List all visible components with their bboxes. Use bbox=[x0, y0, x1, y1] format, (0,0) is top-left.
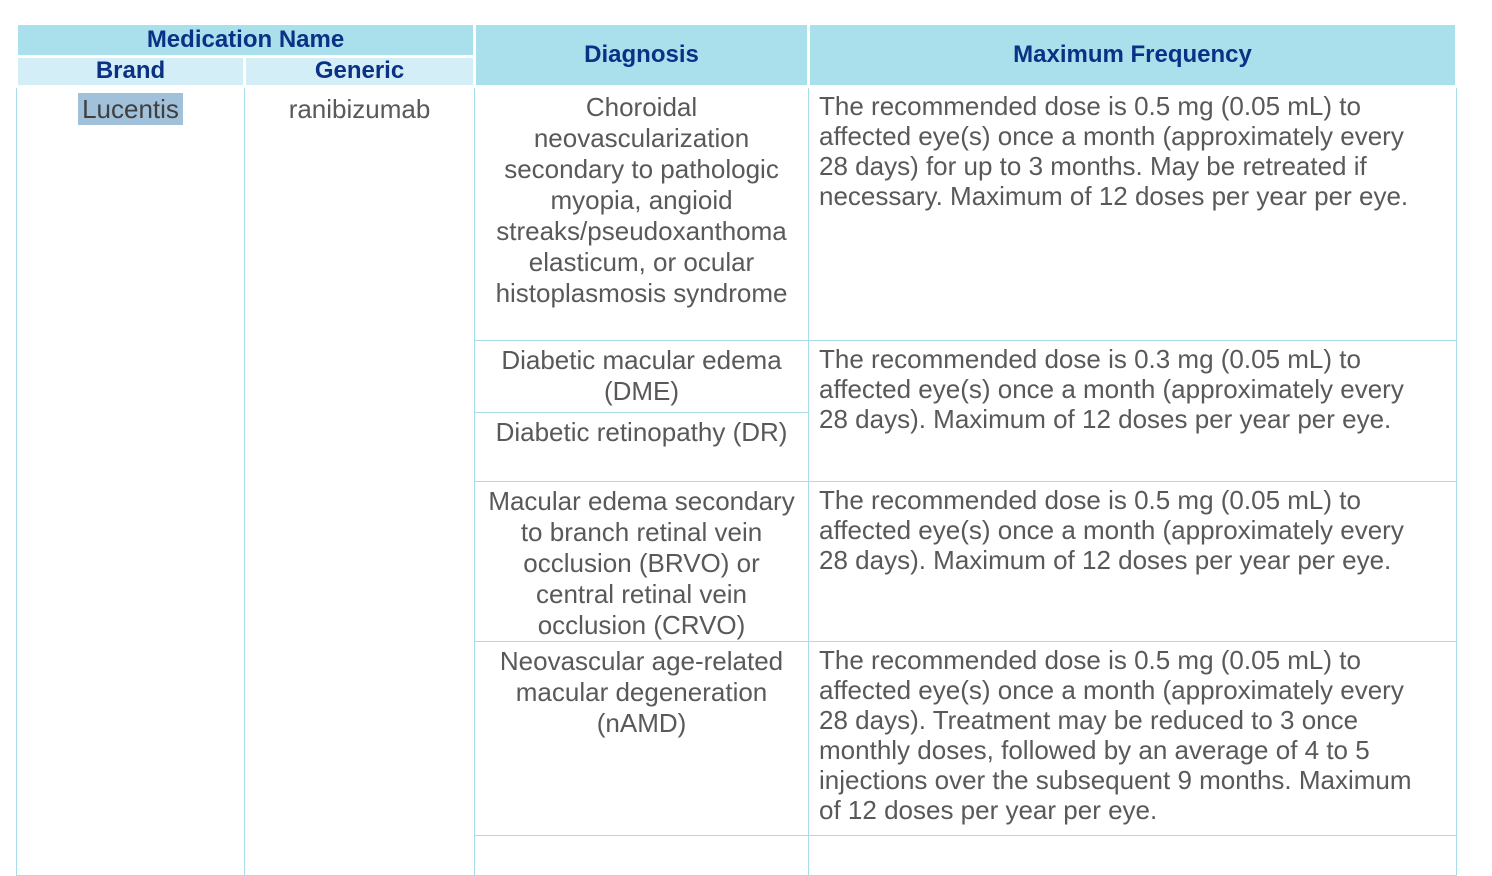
document-page: Medication Name Diagnosis Maximum Freque… bbox=[14, 22, 1459, 876]
table-row: Neovascular age-related macular degenera… bbox=[17, 641, 1458, 836]
brand-highlight[interactable]: Lucentis bbox=[78, 93, 183, 125]
diagnosis-cell: Choroidal neovascularization secondary t… bbox=[474, 86, 810, 341]
generic-cell: ranibizumab bbox=[243, 86, 476, 876]
frequency-cell: The recommended dose is 0.5 mg (0.05 mL)… bbox=[808, 641, 1458, 836]
diagnosis-cell: Macular edema secondary to branch retina… bbox=[474, 481, 810, 642]
header-medication-name: Medication Name bbox=[14, 22, 477, 58]
brand-cell: Lucentis bbox=[16, 86, 245, 876]
table-row: Diabetic macular edema (DME) The recomme… bbox=[17, 340, 1458, 482]
header-brand: Brand bbox=[15, 55, 246, 88]
table-row: Diabetic retinopathy (DR) bbox=[17, 412, 1457, 482]
frequency-cell: The recommended dose is 0.5 mg (0.05 mL)… bbox=[808, 86, 1458, 341]
header-diagnosis: Diagnosis bbox=[473, 22, 811, 88]
header-max-frequency: Maximum Frequency bbox=[807, 22, 1459, 88]
diagnosis-cell: Diabetic macular edema (DME) bbox=[474, 340, 810, 413]
header-row-2: Brand Generic bbox=[15, 55, 1457, 88]
table-row: Lucentis ranibizumab Choroidal neovascul… bbox=[16, 86, 1458, 876]
diagnosis-cell: Neovascular age-related macular degenera… bbox=[474, 641, 810, 836]
medication-table: Medication Name Diagnosis Maximum Freque… bbox=[14, 22, 1459, 876]
header-generic: Generic bbox=[242, 55, 477, 88]
frequency-cell: The recommended dose is 0.3 mg (0.05 mL)… bbox=[808, 340, 1458, 482]
diagnosis-cell: Diabetic retinopathy (DR) bbox=[474, 412, 810, 482]
header-row-1: Medication Name Diagnosis Maximum Freque… bbox=[14, 22, 1459, 88]
table-row: Macular edema secondary to branch retina… bbox=[17, 481, 1458, 642]
frequency-cell: The recommended dose is 0.5 mg (0.05 mL)… bbox=[808, 481, 1458, 642]
